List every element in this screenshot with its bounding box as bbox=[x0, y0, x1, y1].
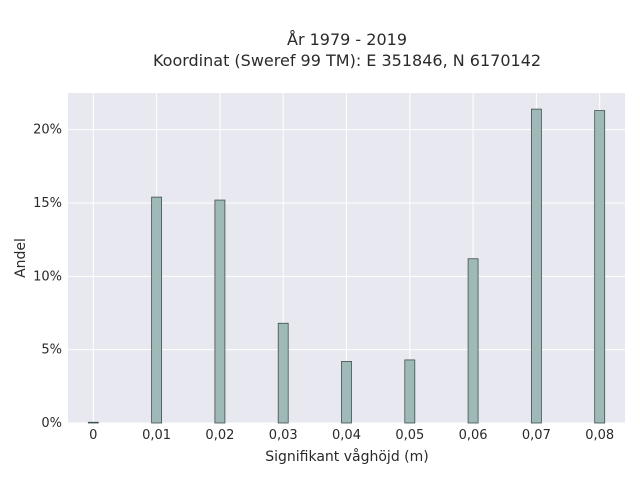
x-tick-label: 0,03 bbox=[269, 428, 298, 443]
y-tick-label: 0% bbox=[41, 416, 62, 431]
x-tick-label: 0,06 bbox=[459, 428, 488, 443]
x-tick-label: 0 bbox=[89, 428, 97, 443]
bar-0-07 bbox=[530, 108, 542, 424]
bar-0-02 bbox=[214, 199, 226, 424]
y-tick-label: 5% bbox=[41, 343, 62, 358]
x-tick-label: 0,01 bbox=[142, 428, 171, 443]
y-axis-label: Andel bbox=[13, 238, 29, 278]
x-tick-label: 0,04 bbox=[332, 428, 361, 443]
y-axis-ticks: 0% 5% 10% 15% 20% bbox=[33, 123, 62, 431]
bar-0-03 bbox=[277, 322, 289, 424]
bar-0-06 bbox=[467, 258, 479, 424]
bar-0-04 bbox=[341, 360, 352, 424]
bar-0-01 bbox=[151, 196, 163, 424]
x-axis-label: Signifikant våghöjd (m) bbox=[265, 448, 428, 465]
x-axis-ticks: 0 0,01 0,02 0,03 0,04 0,05 0,06 0,07 0,08 bbox=[89, 428, 614, 443]
x-tick-label: 0,05 bbox=[395, 428, 424, 443]
y-tick-label: 20% bbox=[33, 123, 62, 138]
bars bbox=[87, 108, 606, 424]
bar-0-08 bbox=[594, 110, 606, 424]
y-tick-label: 15% bbox=[33, 196, 62, 211]
chart-title-line2: Koordinat (Sweref 99 TM): E 351846, N 61… bbox=[153, 51, 541, 70]
x-tick-label: 0,08 bbox=[585, 428, 614, 443]
bar-0 bbox=[87, 421, 99, 424]
chart-title-line1: År 1979 - 2019 bbox=[287, 30, 407, 49]
x-tick-label: 0,07 bbox=[522, 428, 551, 443]
x-tick-label: 0,02 bbox=[205, 428, 234, 443]
bar-0-05 bbox=[404, 359, 416, 424]
y-tick-label: 10% bbox=[33, 269, 62, 284]
